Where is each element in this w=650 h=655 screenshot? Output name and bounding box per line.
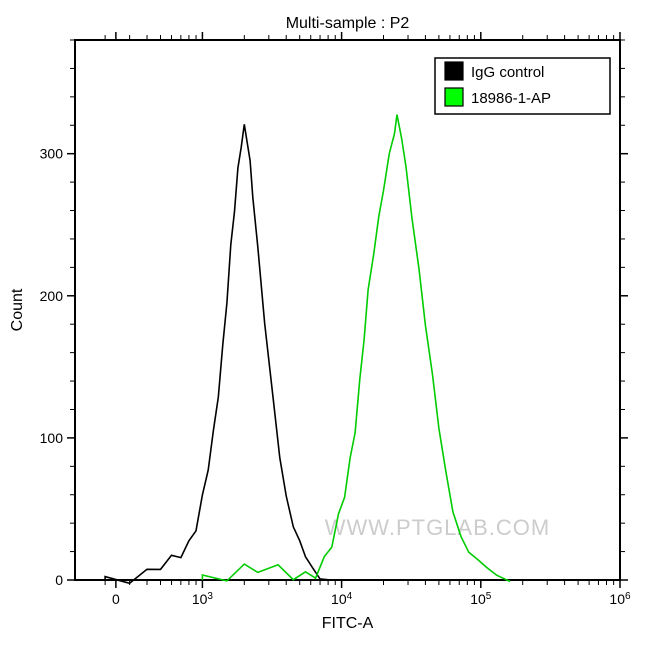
x-axis-label: FITC-A [322, 615, 374, 632]
chart-title: Multi-sample : P2 [286, 15, 410, 32]
x-tick-label: 106 [609, 591, 631, 608]
x-tick-label: 0 [112, 591, 120, 607]
plot-border [75, 40, 620, 580]
histogram-chart: 0 100 200 300 0 103 104 105 106 WWW.PTGLAB.COM Cou… [0, 0, 650, 655]
chart-svg: 0 100 200 300 0 103 104 105 106 WWW.PTGLAB.COM Cou… [0, 0, 650, 655]
x-tick-label: 105 [470, 591, 492, 608]
legend-label: 18986-1-AP [471, 90, 551, 107]
legend-swatch [445, 62, 463, 80]
y-tick-label: 300 [40, 146, 64, 162]
series-line [105, 124, 328, 583]
legend-label: IgG control [471, 64, 544, 81]
series-line [202, 115, 509, 581]
legend-swatch [445, 88, 463, 106]
x-tick-label: 103 [192, 591, 214, 608]
watermark-text: WWW.PTGLAB.COM [325, 515, 550, 540]
y-tick-label: 100 [40, 430, 64, 446]
y-tick-label: 0 [55, 572, 63, 588]
x-tick-label: 104 [331, 591, 353, 608]
y-axis-label: Count [9, 288, 26, 331]
y-tick-label: 200 [40, 288, 64, 304]
